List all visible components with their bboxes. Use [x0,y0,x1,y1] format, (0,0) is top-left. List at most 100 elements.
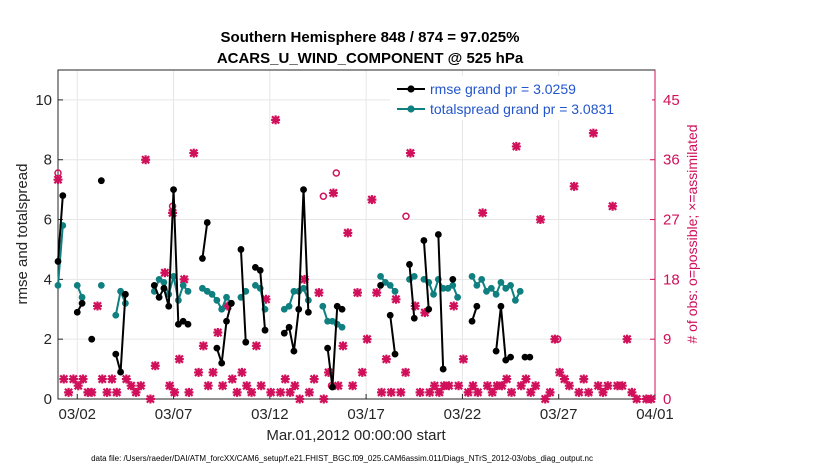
spread-point [112,311,120,319]
assimilated-obs-point [617,381,627,391]
x-axis-label: Mar.01,2012 00:00:00 start [266,427,446,444]
y-axis-right-label: # of obs: o=possible; ×=assimilated [684,124,700,343]
legend-rmse-label: rmse grand pr = 3.0259 [430,81,576,97]
assimilated-obs-point [97,374,107,384]
assimilated-obs-point [136,381,146,391]
y-axis-left-ticks: 0 2 4 6 8 10 [35,92,63,408]
rmse-point [184,320,192,328]
rmse-point [213,344,221,352]
assimilated-obs-point [439,381,449,391]
x-tick-label: 03/17 [347,406,385,423]
assimilated-obs-point [102,387,112,397]
assimilated-obs-point [367,195,377,205]
assimilated-obs-point [535,215,545,225]
x-tick-label: 03/02 [58,406,96,423]
spread-point [319,302,327,310]
assimilated-obs-point [396,387,406,397]
spread-point [454,293,462,301]
assimilated-obs-point [160,268,170,278]
assimilated-obs-point [603,381,613,391]
assimilated-obs-point [194,367,204,377]
spread-point [97,281,105,289]
y-right-tick-label: 18 [663,271,680,288]
assimilated-obs-point [449,301,459,311]
spread-series [54,222,524,331]
assimilated-obs-point [468,381,478,391]
rmse-point [218,359,226,367]
rmse-point [261,326,269,334]
spread-point [487,284,495,292]
rmse-point [324,344,332,352]
rmse-point [59,192,67,200]
assimilated-obs-point [237,367,247,377]
assimilated-obs-point [208,367,218,377]
assimilated-obs-point [319,394,329,404]
assimilated-obs-point [266,387,276,397]
assimilated-obs-point [73,381,83,391]
assimilated-obs-point [598,387,608,397]
spread-line [57,225,64,286]
rmse-line [57,195,64,262]
spread-point [218,305,226,313]
assimilated-obs-point [218,381,228,391]
legend-spread-marker [407,105,415,113]
assimilated-obs-point [478,208,488,218]
assimilated-obs-point [348,381,358,391]
y-right-tick-label: 0 [663,391,671,408]
rmse-point [492,347,500,355]
rmse-point [150,281,158,289]
assimilated-obs-point [189,148,199,158]
rmse-line [389,315,397,355]
assimilated-obs-point [184,387,194,397]
rmse-point [497,302,505,310]
rmse-point [290,347,298,355]
assimilated-obs-point [540,394,550,404]
assimilated-obs-point [579,374,589,384]
assimilated-obs-point [300,274,310,284]
legend-background [390,76,652,120]
assimilated-obs-point [632,394,642,404]
assimilated-obs-point [401,367,411,377]
rmse-line [201,222,209,259]
rmse-line [422,240,430,310]
rmse-point [507,353,514,361]
rmse-point [285,323,293,331]
rmse-point [54,258,62,265]
spread-point [473,281,481,289]
spread-point [54,281,62,289]
spread-point [516,287,524,295]
spread-point [300,284,307,292]
rmse-point [304,308,312,316]
assimilated-obs-point [280,374,290,384]
rmse-point [97,177,105,185]
assimilated-obs-point [415,387,425,397]
spread-point [391,287,399,295]
assimilated-obs-point [285,387,295,397]
data-file-footnote: data file: /Users/raeder/DAI/ATM_forcXX/… [91,454,593,463]
assimilated-obs-point [646,394,656,404]
spread-point [78,293,86,301]
possible-obs-point [332,169,341,177]
assimilated-obs-point [68,374,78,384]
assimilated-obs-point [314,288,324,298]
assimilated-obs-point [275,387,285,397]
assimilated-obs-point [107,374,117,384]
y-axis-label: rmse and totalspread [14,164,31,305]
x-tick-label: 03/07 [155,406,193,423]
chart-title-line1: Southern Hemisphere 848 / 874 = 97.025% [221,29,520,46]
y-right-tick-label: 45 [663,92,680,109]
assimilated-obs-point [531,381,541,391]
assimilated-obs-point [174,354,184,364]
spread-point [439,284,447,292]
rmse-line [408,264,416,319]
assimilated-obs-point [593,381,603,391]
spread-point [285,302,293,310]
rmse-point [256,266,264,274]
assimilated-obs-point [198,341,208,351]
y-tick-label: 0 [44,391,52,408]
assimilated-obs-point [352,288,362,298]
rmse-point [300,186,307,194]
assimilated-obs-point [588,128,598,138]
rmse-point [521,353,529,361]
rmse-point [295,305,303,313]
